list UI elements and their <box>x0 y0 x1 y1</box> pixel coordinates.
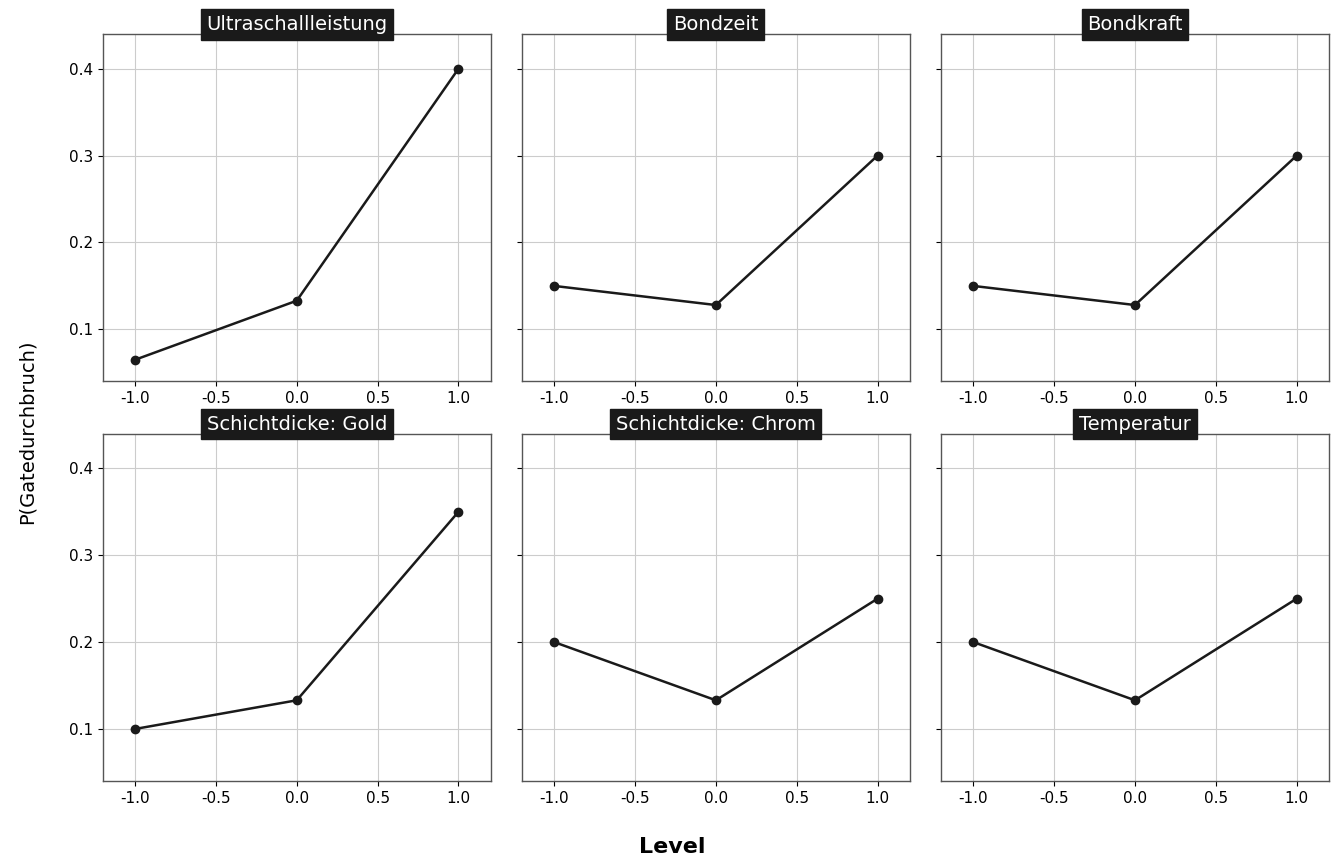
Title: Temperatur: Temperatur <box>1079 415 1191 434</box>
Text: Level: Level <box>638 836 706 857</box>
Text: P(Gatedurchbruch): P(Gatedurchbruch) <box>17 340 36 524</box>
Title: Ultraschallleistung: Ultraschallleistung <box>206 15 387 34</box>
Title: Bondzeit: Bondzeit <box>673 15 758 34</box>
Title: Bondkraft: Bondkraft <box>1087 15 1183 34</box>
Title: Schichtdicke: Chrom: Schichtdicke: Chrom <box>616 415 816 434</box>
Title: Schichtdicke: Gold: Schichtdicke: Gold <box>207 415 387 434</box>
